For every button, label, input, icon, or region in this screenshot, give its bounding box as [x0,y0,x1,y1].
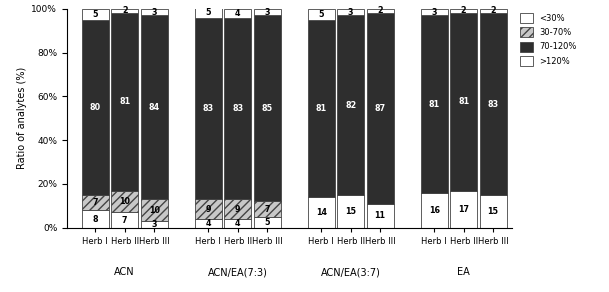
Bar [337,15,364,195]
Text: 83: 83 [488,100,499,109]
Text: 3: 3 [348,8,353,17]
Bar [82,195,109,210]
Text: 80: 80 [90,103,101,112]
Text: 81: 81 [458,97,469,106]
Bar [141,221,167,228]
Legend: <30%, 30-70%, 70-120%, >120%: <30%, 30-70%, 70-120%, >120% [520,13,577,66]
Text: 17: 17 [458,205,469,214]
Text: 7: 7 [122,215,127,225]
Text: 82: 82 [345,101,356,110]
Bar [480,195,507,228]
Text: 14: 14 [315,208,326,217]
Text: 87: 87 [375,104,385,113]
Text: 81: 81 [119,97,130,106]
Bar [308,197,335,228]
Text: 2: 2 [122,6,127,15]
Bar [450,13,477,191]
Text: 9: 9 [205,205,211,214]
Text: 5: 5 [93,10,98,19]
Bar [141,15,167,199]
Bar [224,199,251,219]
Text: 8: 8 [93,215,98,223]
Text: 84: 84 [149,103,160,112]
Bar [111,13,138,191]
Bar [308,9,335,20]
Bar [82,9,109,20]
Text: 3: 3 [264,8,270,17]
Text: 7: 7 [264,205,270,214]
Bar [195,18,222,199]
Text: 83: 83 [232,104,243,113]
Bar [337,195,364,228]
Bar [450,9,477,13]
Text: 81: 81 [429,100,440,109]
Bar [195,199,222,219]
Text: 3: 3 [152,8,157,17]
Text: 4: 4 [205,219,211,228]
Text: ACN/EA(3:7): ACN/EA(3:7) [321,267,381,277]
Bar [111,213,138,228]
Text: 10: 10 [149,206,160,215]
Text: 2: 2 [461,6,466,15]
Bar [480,9,507,13]
Text: 15: 15 [488,207,499,216]
Text: 5: 5 [319,10,324,19]
Bar [82,210,109,228]
Bar [254,217,281,228]
Bar [367,13,393,204]
Text: 15: 15 [345,207,356,216]
Bar [450,191,477,228]
Text: 2: 2 [378,6,383,15]
Text: ACN: ACN [114,267,135,277]
Text: 85: 85 [262,104,273,113]
Bar [195,7,222,18]
Text: 3: 3 [152,220,157,229]
Bar [111,191,138,213]
Bar [421,193,448,228]
Bar [421,9,448,15]
Bar [367,9,393,13]
Bar [82,20,109,195]
Text: 10: 10 [119,197,130,206]
Bar [254,9,281,15]
Bar [254,201,281,217]
Bar [254,15,281,201]
Text: 81: 81 [315,104,327,113]
Bar [308,20,335,197]
Bar [111,9,138,13]
Bar [224,18,251,199]
Text: 5: 5 [264,218,270,227]
Y-axis label: Ratio of analytes (%): Ratio of analytes (%) [17,67,27,169]
Text: 9: 9 [235,205,241,214]
Bar [421,15,448,193]
Text: 4: 4 [235,219,241,228]
Bar [141,9,167,15]
Bar [224,9,251,18]
Text: 7: 7 [93,198,98,207]
Text: 16: 16 [429,206,440,215]
Text: ACN/EA(7:3): ACN/EA(7:3) [208,267,267,277]
Text: 2: 2 [490,6,496,15]
Text: 5: 5 [205,8,211,17]
Text: 83: 83 [203,104,214,113]
Bar [367,204,393,228]
Bar [224,219,251,228]
Text: 11: 11 [375,211,385,220]
Bar [141,199,167,221]
Text: EA: EA [457,267,470,277]
Text: 4: 4 [235,9,241,18]
Bar [480,13,507,195]
Bar [337,9,364,15]
Bar [195,219,222,228]
Text: 3: 3 [431,8,437,17]
